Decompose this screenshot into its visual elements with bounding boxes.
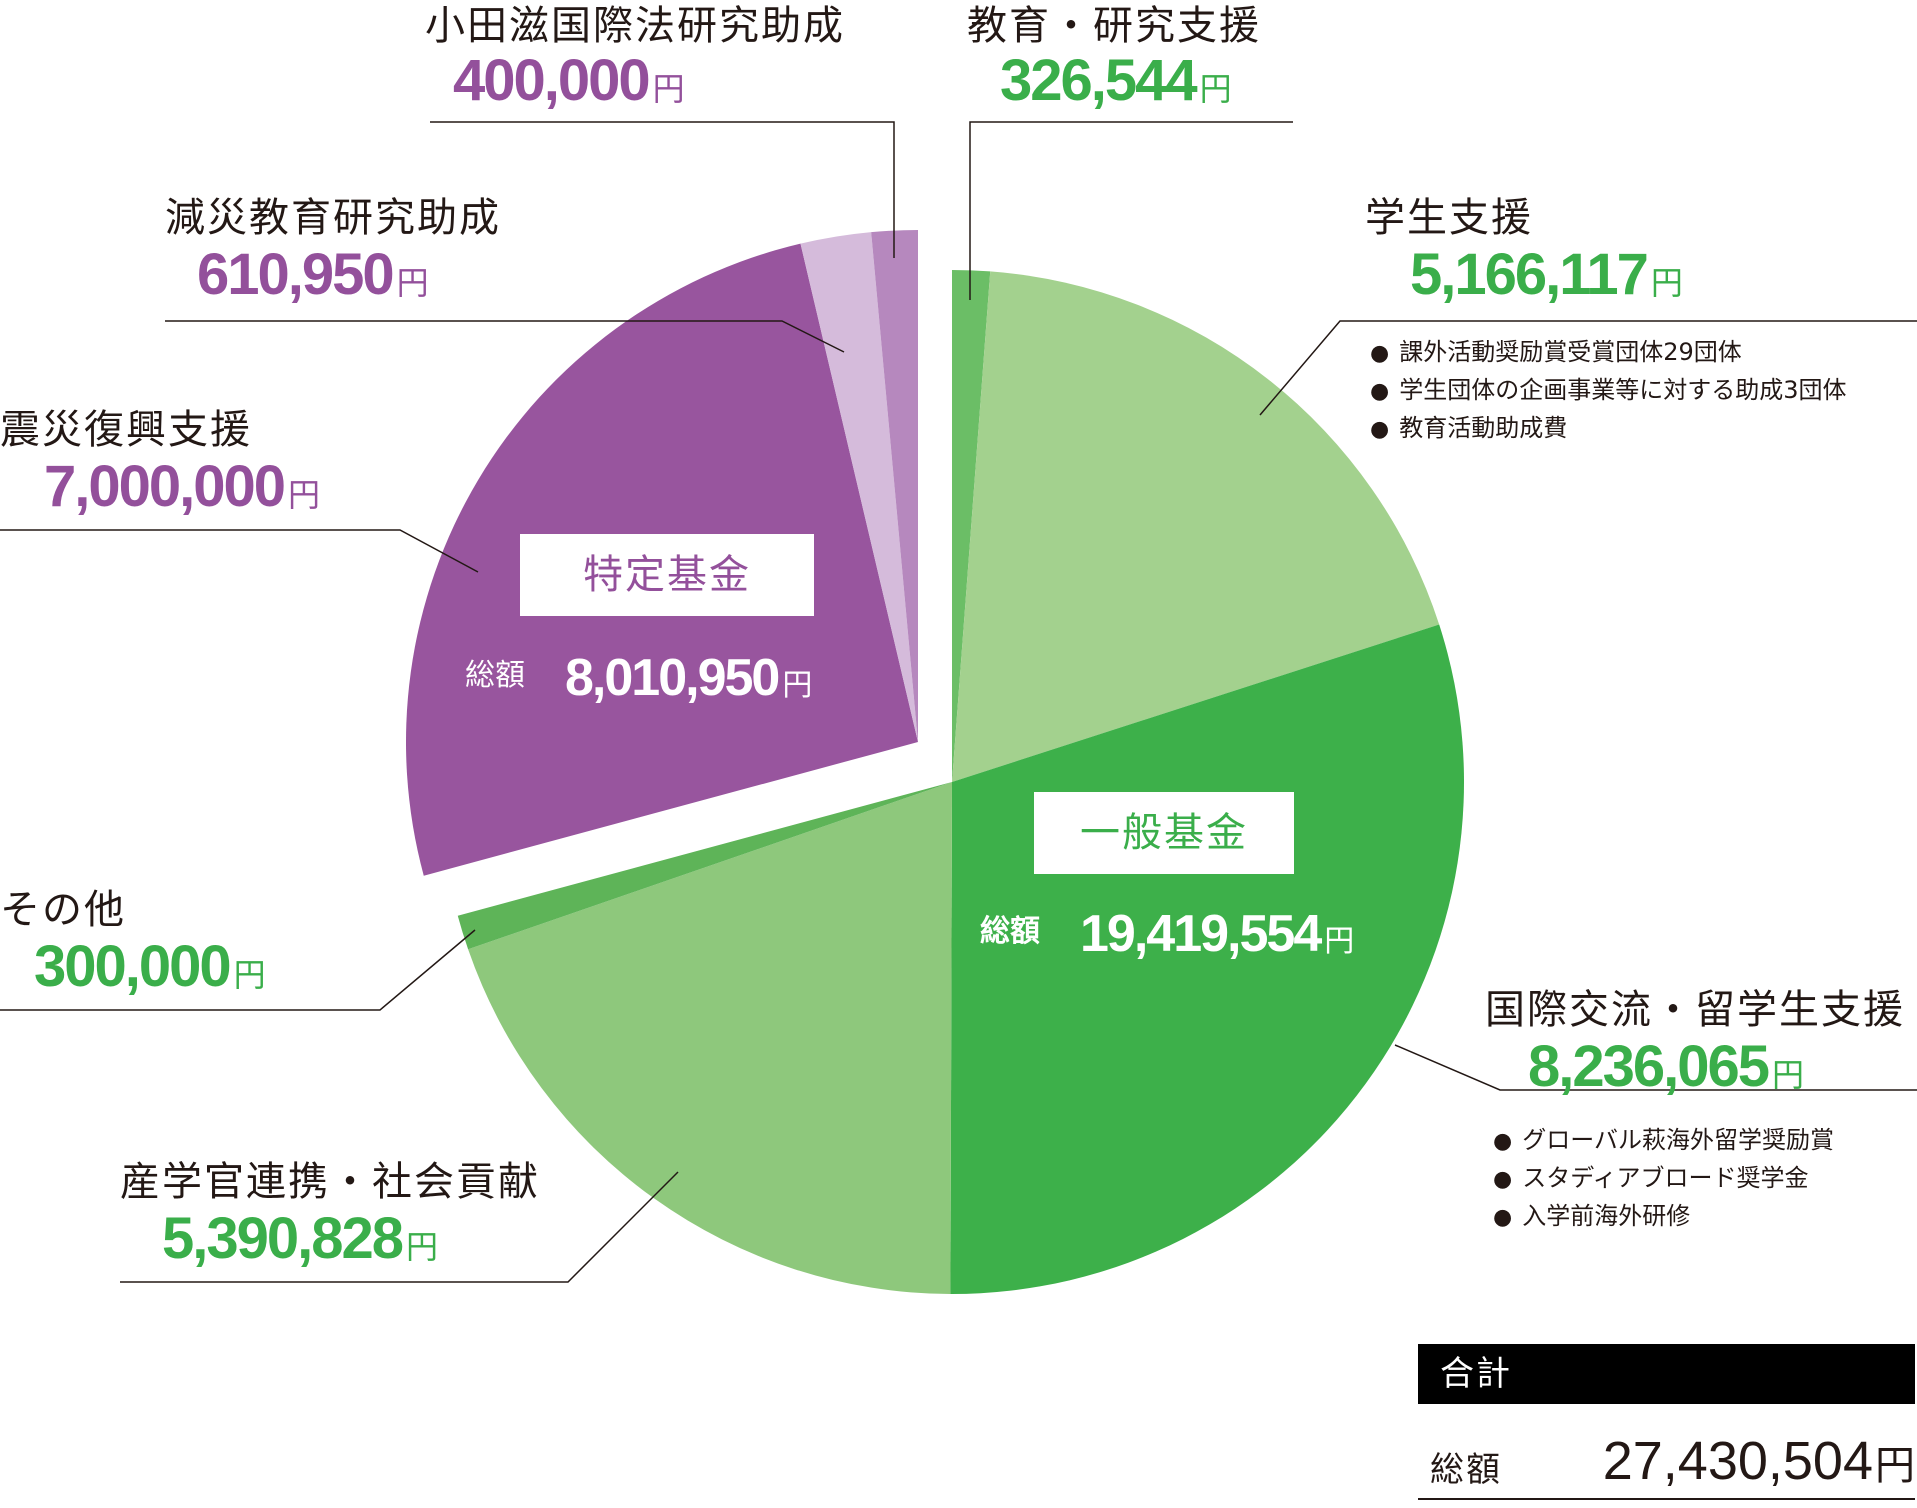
other-amount-unit: 円 [233, 957, 266, 993]
intl-amount-unit: 円 [1772, 1057, 1805, 1093]
pie-slice-7 [871, 230, 918, 742]
label-intl-amount: 8,236,065 円 [1528, 1038, 1804, 1096]
student-detail-item: ● 学生団体の企画事業等に対する助成3団体 [1370, 372, 1846, 410]
special-fund-title-box: 特定基金 [520, 534, 814, 616]
research-amount-unit: 円 [1199, 71, 1232, 107]
label-industry-amount: 5,390,828 円 [162, 1210, 438, 1268]
label-research-amount: 326,544 円 [1000, 52, 1232, 110]
leader-line-industry [120, 1171, 679, 1283]
special-fund-total-value: 8,010,950 [565, 649, 780, 707]
bullet-mark: ● [1493, 1205, 1513, 1230]
bullet-mark: ● [1493, 1167, 1513, 1192]
pie-slice-1 [952, 271, 1440, 782]
industry-amount-unit: 円 [406, 1229, 439, 1265]
research-amount-value: 326,544 [1000, 48, 1198, 113]
leader-line-other [0, 929, 476, 1011]
quake-amount-value: 7,000,000 [44, 454, 286, 519]
special-fund-total-unit: 円 [782, 668, 813, 703]
general-fund-total-value: 19,419,554 [1080, 905, 1322, 963]
disaster-amount-unit: 円 [396, 265, 429, 301]
intl-details-list: ● グローバル萩海外留学奨励賞 ● スタディアブロード奨学金 ● 入学前海外研修 [1493, 1122, 1834, 1236]
leader-line-quake [0, 529, 479, 573]
leader-line-oda [430, 121, 895, 258]
grand-total-unit: 円 [1875, 1444, 1915, 1488]
general-fund-total-label: 総額 [980, 914, 1040, 949]
student-detail-item: ● 課外活動奨励賞受賞団体29団体 [1370, 334, 1846, 372]
label-oda-amount: 400,000 円 [453, 52, 685, 110]
grand-total-label: 総額 [1430, 1450, 1502, 1490]
label-industry-name: 産学官連携・社会貢献 [120, 1159, 540, 1205]
intl-detail-text: スタディアブロード奨学金 [1522, 1164, 1809, 1192]
leader-lines [0, 121, 1917, 1283]
pie-slices [405, 230, 1465, 1295]
student-detail-text: 課外活動奨励賞受賞団体29団体 [1399, 338, 1742, 366]
other-amount-value: 300,000 [34, 934, 232, 999]
intl-detail-text: グローバル萩海外留学奨励賞 [1522, 1126, 1834, 1154]
general-fund-title-box: 一般基金 [1034, 792, 1294, 874]
leader-line-research [969, 121, 1293, 300]
special-fund-total: 総額 8,010,950 円 [465, 648, 812, 708]
general-fund-total-unit: 円 [1324, 924, 1355, 959]
label-student-name: 学生支援 [1365, 195, 1533, 241]
intl-detail-text: 入学前海外研修 [1522, 1202, 1691, 1230]
grand-total-amount: 27,430,504円 [1603, 1430, 1915, 1492]
bullet-mark: ● [1370, 417, 1390, 442]
oda-amount-value: 400,000 [453, 48, 651, 113]
disaster-amount-value: 610,950 [197, 242, 395, 307]
leader-line-disaster [165, 320, 845, 353]
student-detail-text: 教育活動助成費 [1399, 414, 1568, 442]
label-other-name: その他 [0, 887, 126, 933]
industry-amount-value: 5,390,828 [162, 1206, 404, 1271]
pie-slice-0 [952, 269, 991, 782]
label-quake-amount: 7,000,000 円 [44, 458, 320, 516]
bullet-mark: ● [1370, 341, 1390, 366]
general-fund-total: 総額 19,419,554 円 [980, 904, 1354, 964]
pie-slice-3 [468, 782, 952, 1294]
pie-slice-6 [800, 232, 918, 742]
label-other-amount: 300,000 円 [34, 938, 266, 996]
label-intl-name: 国際交流・留学生支援 [1485, 987, 1905, 1033]
student-detail-item: ● 教育活動助成費 [1370, 410, 1846, 448]
student-details-list: ● 課外活動奨励賞受賞団体29団体 ● 学生団体の企画事業等に対する助成3団体 ● 教… [1370, 334, 1846, 448]
bullet-mark: ● [1370, 379, 1390, 404]
label-disaster-amount: 610,950 円 [197, 246, 429, 304]
intl-detail-item: ● 入学前海外研修 [1493, 1198, 1834, 1236]
student-detail-text: 学生団体の企画事業等に対する助成3団体 [1399, 376, 1847, 404]
student-amount-unit: 円 [1650, 265, 1683, 301]
bullet-mark: ● [1493, 1129, 1513, 1154]
leader-line-intl [1394, 1044, 1917, 1091]
label-research-name: 教育・研究支援 [967, 3, 1261, 49]
label-oda-name: 小田滋国際法研究助成 [425, 3, 845, 49]
intl-detail-item: ● グローバル萩海外留学奨励賞 [1493, 1122, 1834, 1160]
label-student-amount: 5,166,117 円 [1410, 246, 1683, 304]
label-disaster-name: 減災教育研究助成 [165, 195, 501, 241]
oda-amount-unit: 円 [652, 71, 685, 107]
grand-total-header: 合計 [1418, 1344, 1915, 1404]
quake-amount-unit: 円 [288, 477, 321, 513]
student-amount-value: 5,166,117 [1410, 242, 1649, 307]
special-fund-total-label: 総額 [465, 658, 525, 693]
label-quake-name: 震災復興支援 [0, 407, 252, 453]
intl-detail-item: ● スタディアブロード奨学金 [1493, 1160, 1834, 1198]
grand-total-value: 27,430,504 [1602, 1431, 1873, 1491]
leader-line-student [1259, 320, 1917, 416]
intl-amount-value: 8,236,065 [1528, 1034, 1770, 1099]
pie-slice-2 [950, 624, 1465, 1295]
pie-slice-4 [457, 782, 952, 950]
grand-total-row: 総額 27,430,504円 [1418, 1410, 1915, 1500]
